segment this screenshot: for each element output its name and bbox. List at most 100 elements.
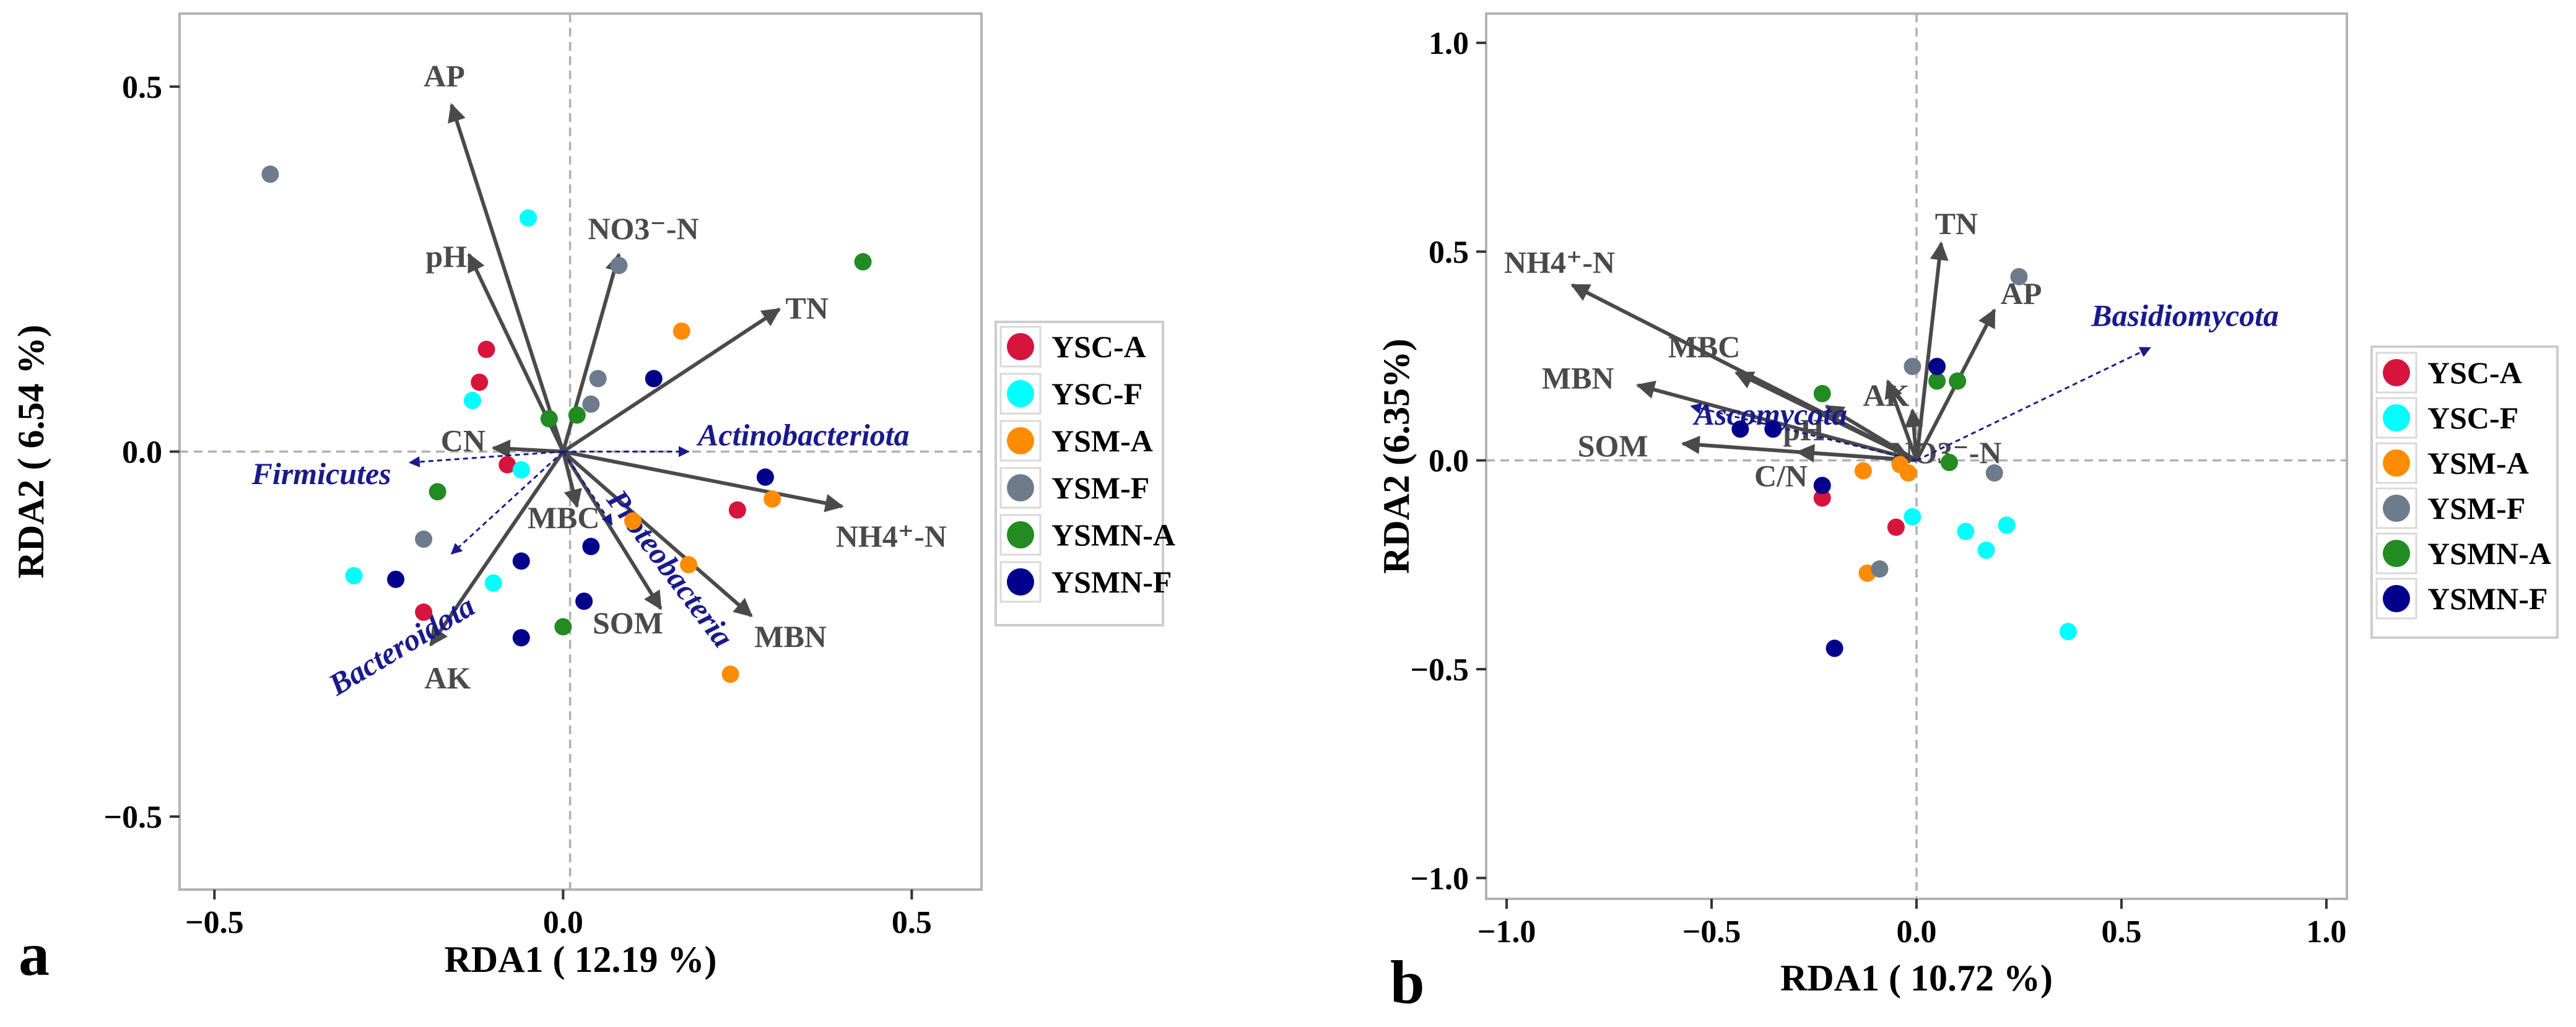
- sample-point-ysmn-f: [1825, 639, 1843, 657]
- sample-point-ysc-f: [1998, 516, 2016, 534]
- x-tick-label: 0.0: [543, 905, 583, 940]
- sample-point-ysmn-a: [540, 410, 558, 428]
- sample-point-ysc-f: [345, 566, 363, 584]
- sample-point-ysm-f: [610, 256, 628, 274]
- legend-label-ysmn-a: YSMN-A: [1051, 518, 1175, 552]
- sample-point-ysmn-a: [429, 483, 446, 501]
- sample-point-ysc-f: [1977, 541, 1995, 559]
- env-label-som: SOM: [593, 605, 663, 640]
- sample-point-ysm-f: [2010, 267, 2028, 285]
- sample-point-ysc-a: [1887, 518, 1905, 536]
- x-tick-label: −0.5: [185, 905, 244, 940]
- y-tick-label: 1.0: [1429, 26, 1469, 61]
- legend-swatch-ysmn-a: [1007, 521, 1034, 548]
- y-tick-label: 0.5: [122, 70, 162, 105]
- sample-point-ysm-f: [589, 370, 607, 388]
- y-axis-label: RDA2 ( 6.54 %): [11, 325, 51, 579]
- sample-point-ysm-f: [582, 395, 600, 413]
- legend-label-ysm-a: YSM-A: [2427, 446, 2529, 480]
- sample-point-ysc-f: [2059, 623, 2077, 641]
- env-arrow-mbn: [562, 450, 753, 618]
- env-label-nh4-n: NH4⁺-N: [1504, 245, 1615, 279]
- sample-point-ysmn-a: [854, 253, 872, 271]
- legend-swatch-ysc-a: [1007, 333, 1034, 360]
- x-tick-label: −1.0: [1477, 914, 1536, 950]
- sample-point-ysmn-f: [512, 629, 530, 647]
- sample-point-ysm-a: [764, 490, 781, 508]
- legend-swatch-ysc-f: [2383, 404, 2410, 431]
- env-arrow-ap: [448, 103, 565, 453]
- y-tick-label: −1.0: [1410, 861, 1469, 896]
- y-tick-label: −0.5: [1410, 652, 1469, 688]
- env-arrow-tn: [1915, 241, 1949, 461]
- legend-swatch-ysm-f: [2383, 495, 2410, 522]
- sample-point-ysm-a: [721, 665, 739, 683]
- legend-label-ysm-f: YSM-F: [1051, 470, 1149, 505]
- sample-point-ysmn-f: [512, 552, 530, 570]
- sample-point-ysc-a: [477, 340, 495, 358]
- sample-point-ysc-f: [484, 574, 502, 592]
- sample-point-ysmn-a: [1813, 384, 1831, 402]
- y-tick-label: 0.0: [1429, 444, 1469, 479]
- sample-point-ysmn-f: [645, 370, 663, 388]
- taxon-arrow-ascomycota: [1690, 403, 1917, 462]
- sample-point-ysm-f: [261, 165, 279, 183]
- legend-swatch-ysm-f: [1007, 474, 1034, 501]
- panel-tag: a: [19, 920, 50, 989]
- x-tick-label: 1.0: [2306, 914, 2346, 950]
- y-tick-label: 0.0: [122, 435, 162, 470]
- env-label-som: SOM: [1578, 428, 1648, 463]
- legend-swatch-ysmn-a: [2383, 540, 2410, 567]
- x-tick-label: −0.5: [1682, 914, 1741, 950]
- sample-point-ysc-f: [512, 461, 530, 479]
- panel-a: −0.5 0.0 0.5 −0.5 0.0 0.5 RDA1 ( 12.19 %) RDA2 …: [11, 12, 1175, 989]
- sample-point-ysc-a: [415, 603, 433, 621]
- legend-label-ysm-f: YSM-F: [2427, 491, 2525, 526]
- sample-point-ysm-a: [1854, 462, 1872, 480]
- legend-label-ysc-a: YSC-A: [2427, 355, 2522, 390]
- sample-point-ysmn-a: [554, 618, 572, 636]
- env-label-ak: AK: [1863, 378, 1910, 413]
- env-arrow-tn: [562, 308, 781, 454]
- sample-point-ysm-f: [1985, 464, 2003, 482]
- env-arrow-nh4-n: [562, 449, 844, 513]
- y-tick-label: −0.5: [103, 800, 162, 835]
- legend-label-ysc-f: YSC-F: [1051, 376, 1142, 411]
- y-tick-label: 0.5: [1429, 235, 1469, 270]
- legend-label-ysmn-f: YSMN-F: [1051, 565, 1172, 599]
- sample-point-ysmn-f: [575, 592, 593, 610]
- sample-point-ysm-a: [1899, 464, 1917, 482]
- legend-label-ysc-a: YSC-A: [1051, 329, 1146, 364]
- env-label-tn: TN: [785, 291, 828, 326]
- sample-point-ysc-a: [498, 456, 516, 474]
- env-label-ph: pH: [425, 239, 467, 274]
- x-tick-label: 0.5: [892, 905, 932, 940]
- env-label-ap: AP: [424, 58, 465, 93]
- env-label-mbc: MBC: [528, 500, 600, 535]
- legend-label-ysmn-a: YSMN-A: [2427, 536, 2551, 571]
- sample-point-ysm-f: [1904, 357, 1921, 375]
- x-tick-label: 0.5: [2101, 914, 2141, 950]
- sample-point-ysc-f: [1957, 522, 1975, 540]
- env-label-c-n: C/N: [1754, 458, 1808, 493]
- env-label-mbn: MBN: [754, 619, 827, 654]
- legend-swatch-ysc-f: [1007, 380, 1034, 407]
- sample-point-ysmn-f: [1764, 420, 1782, 438]
- env-label-ak: AK: [424, 661, 471, 695]
- taxon-label-basidiomycota: Basidiomycota: [2091, 298, 2279, 333]
- legend-label-ysm-a: YSM-A: [1051, 423, 1153, 458]
- env-label-mbc: MBC: [1668, 329, 1741, 364]
- env-arrow-som: [561, 450, 663, 610]
- env-arrow-cn: [491, 440, 564, 458]
- env-label-mbn: MBN: [1542, 360, 1614, 395]
- legend-swatch-ysmn-f: [1007, 568, 1034, 596]
- sample-point-ysm-a: [680, 556, 698, 574]
- legend-label-ysmn-f: YSMN-F: [2427, 581, 2548, 616]
- env-arrow-ak: [1884, 379, 1918, 461]
- legend-swatch-ysc-a: [2383, 359, 2410, 386]
- sample-point-ysc-f: [1904, 508, 1921, 526]
- panel-tag: b: [1390, 948, 1425, 1016]
- x-axis-label: RDA1 ( 12.19 %): [445, 939, 717, 980]
- env-label-nh4-n: NH4⁺-N: [836, 519, 947, 553]
- sample-point-ysmn-f: [1731, 420, 1749, 438]
